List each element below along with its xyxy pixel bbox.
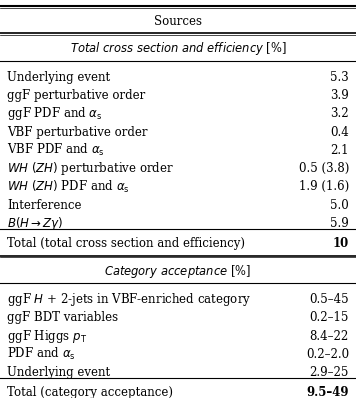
Text: 2.1: 2.1 bbox=[330, 144, 349, 157]
Text: ggF perturbative order: ggF perturbative order bbox=[7, 89, 145, 102]
Text: 9.5–49: 9.5–49 bbox=[307, 386, 349, 398]
Text: ggF BDT variables: ggF BDT variables bbox=[7, 311, 118, 324]
Text: 5.3: 5.3 bbox=[330, 71, 349, 84]
Text: $\it{WH}$ $(\it{ZH})$ PDF and $\alpha_{\rm s}$: $\it{WH}$ $(\it{ZH})$ PDF and $\alpha_{\… bbox=[7, 179, 130, 195]
Text: Underlying event: Underlying event bbox=[7, 366, 110, 379]
Text: 10: 10 bbox=[333, 237, 349, 250]
Text: $B(H \rightarrow Z\gamma)$: $B(H \rightarrow Z\gamma)$ bbox=[7, 215, 64, 232]
Text: $\it{Total\ cross\ section\ and\ efficiency}$ [%]: $\it{Total\ cross\ section\ and\ efficie… bbox=[69, 40, 287, 57]
Text: 8.4–22: 8.4–22 bbox=[310, 330, 349, 343]
Text: 3.9: 3.9 bbox=[330, 89, 349, 102]
Text: Sources: Sources bbox=[154, 15, 202, 28]
Text: ggF $\it{H}$ + 2-jets in VBF-enriched category: ggF $\it{H}$ + 2-jets in VBF-enriched ca… bbox=[7, 291, 251, 308]
Text: ggF Higgs $p_{\rm T}$: ggF Higgs $p_{\rm T}$ bbox=[7, 328, 87, 345]
Text: 1.9 (1.6): 1.9 (1.6) bbox=[299, 180, 349, 193]
Text: VBF perturbative order: VBF perturbative order bbox=[7, 125, 148, 139]
Text: 0.5 (3.8): 0.5 (3.8) bbox=[298, 162, 349, 175]
Text: Interference: Interference bbox=[7, 199, 82, 212]
Text: 0.2–2.0: 0.2–2.0 bbox=[306, 348, 349, 361]
Text: $\it{Category\ acceptance}$ [%]: $\it{Category\ acceptance}$ [%] bbox=[104, 263, 252, 279]
Text: 3.2: 3.2 bbox=[330, 107, 349, 120]
Text: VBF PDF and $\alpha_{\rm s}$: VBF PDF and $\alpha_{\rm s}$ bbox=[7, 142, 105, 158]
Text: $\it{WH}$ $(\it{ZH})$ perturbative order: $\it{WH}$ $(\it{ZH})$ perturbative order bbox=[7, 160, 174, 177]
Text: 5.9: 5.9 bbox=[330, 217, 349, 230]
Text: Underlying event: Underlying event bbox=[7, 71, 110, 84]
Text: Total (total cross section and efficiency): Total (total cross section and efficienc… bbox=[7, 237, 245, 250]
Text: PDF and $\alpha_{\rm s}$: PDF and $\alpha_{\rm s}$ bbox=[7, 346, 76, 363]
Text: ggF PDF and $\alpha_{\rm s}$: ggF PDF and $\alpha_{\rm s}$ bbox=[7, 105, 103, 122]
Text: 2.9–25: 2.9–25 bbox=[309, 366, 349, 379]
Text: 0.5–45: 0.5–45 bbox=[309, 293, 349, 306]
Text: Total (category acceptance): Total (category acceptance) bbox=[7, 386, 173, 398]
Text: 0.2–15: 0.2–15 bbox=[309, 311, 349, 324]
Text: 5.0: 5.0 bbox=[330, 199, 349, 212]
Text: 0.4: 0.4 bbox=[330, 125, 349, 139]
